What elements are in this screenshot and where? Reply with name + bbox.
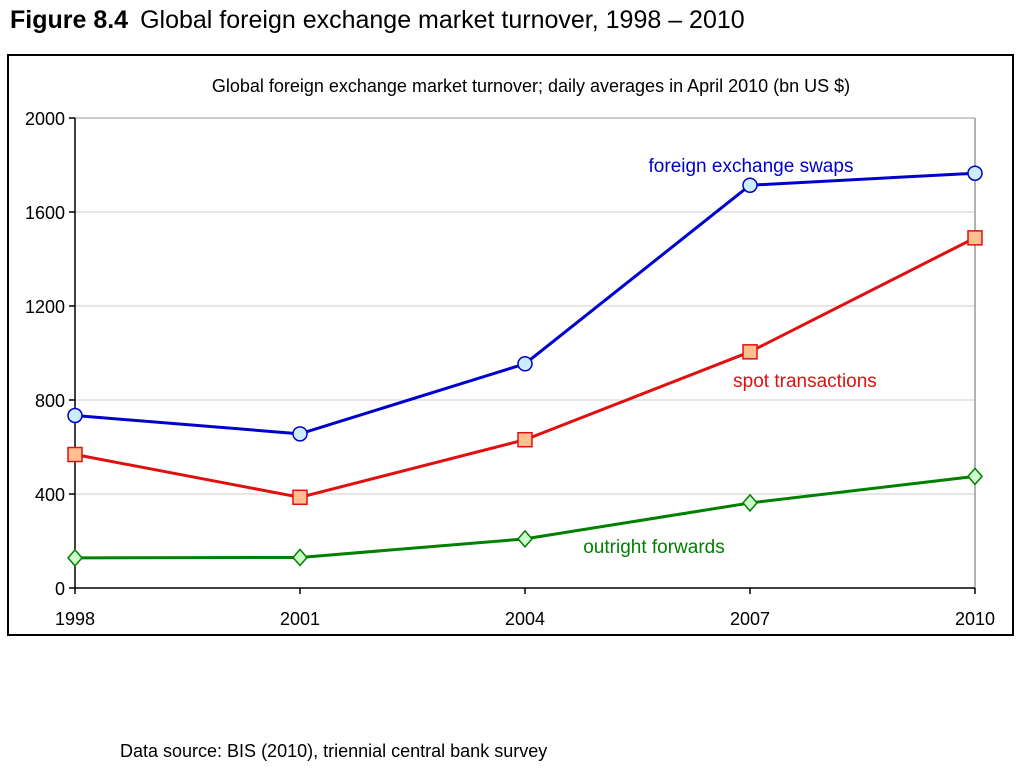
chart-frame: Global foreign exchange market turnover;… xyxy=(7,54,1014,636)
data-point xyxy=(517,356,533,372)
x-tick-label: 2004 xyxy=(505,609,545,629)
chart-title: Global foreign exchange market turnover;… xyxy=(212,76,850,96)
data-point xyxy=(967,467,983,486)
y-tick-label: 1200 xyxy=(25,297,65,317)
y-tick-label: 800 xyxy=(35,391,65,411)
x-tick-label: 2007 xyxy=(730,609,770,629)
figure-title-text: Global foreign exchange market turnover,… xyxy=(140,6,745,34)
data-point xyxy=(967,230,983,246)
data-point xyxy=(67,548,83,568)
data-point xyxy=(67,407,83,424)
x-tick-label: 2001 xyxy=(280,609,320,629)
data-point xyxy=(67,446,83,463)
series-label: foreign exchange swaps xyxy=(649,156,854,177)
y-tick-label: 400 xyxy=(35,485,65,505)
data-point xyxy=(292,489,308,506)
y-tick-label: 2000 xyxy=(25,109,65,129)
data-point xyxy=(742,344,758,360)
figure-title: Figure 8.4 Global foreign exchange market… xyxy=(10,6,745,35)
data-source-note: Data source: BIS (2010), triennial centr… xyxy=(120,741,548,761)
y-tick-label: 1600 xyxy=(25,203,65,223)
data-point xyxy=(292,426,308,442)
data-point xyxy=(742,177,758,193)
line-chart: Global foreign exchange market turnover;… xyxy=(25,76,995,629)
data-point xyxy=(517,529,533,549)
series-label: outright forwards xyxy=(583,537,725,558)
data-point xyxy=(967,165,983,181)
data-point xyxy=(292,548,308,567)
data-point xyxy=(742,493,758,513)
x-tick-label: 2010 xyxy=(955,609,995,629)
y-tick-label: 0 xyxy=(55,579,65,599)
data-point xyxy=(517,431,533,448)
x-tick-label: 1998 xyxy=(55,609,95,629)
series-label: spot transactions xyxy=(733,371,877,392)
figure-label: Figure 8.4 xyxy=(10,6,129,34)
